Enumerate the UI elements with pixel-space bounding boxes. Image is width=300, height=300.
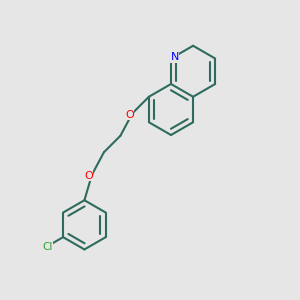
Text: Cl: Cl — [43, 242, 53, 252]
Text: O: O — [125, 110, 134, 120]
Text: O: O — [84, 171, 93, 181]
Text: N: N — [170, 52, 179, 62]
